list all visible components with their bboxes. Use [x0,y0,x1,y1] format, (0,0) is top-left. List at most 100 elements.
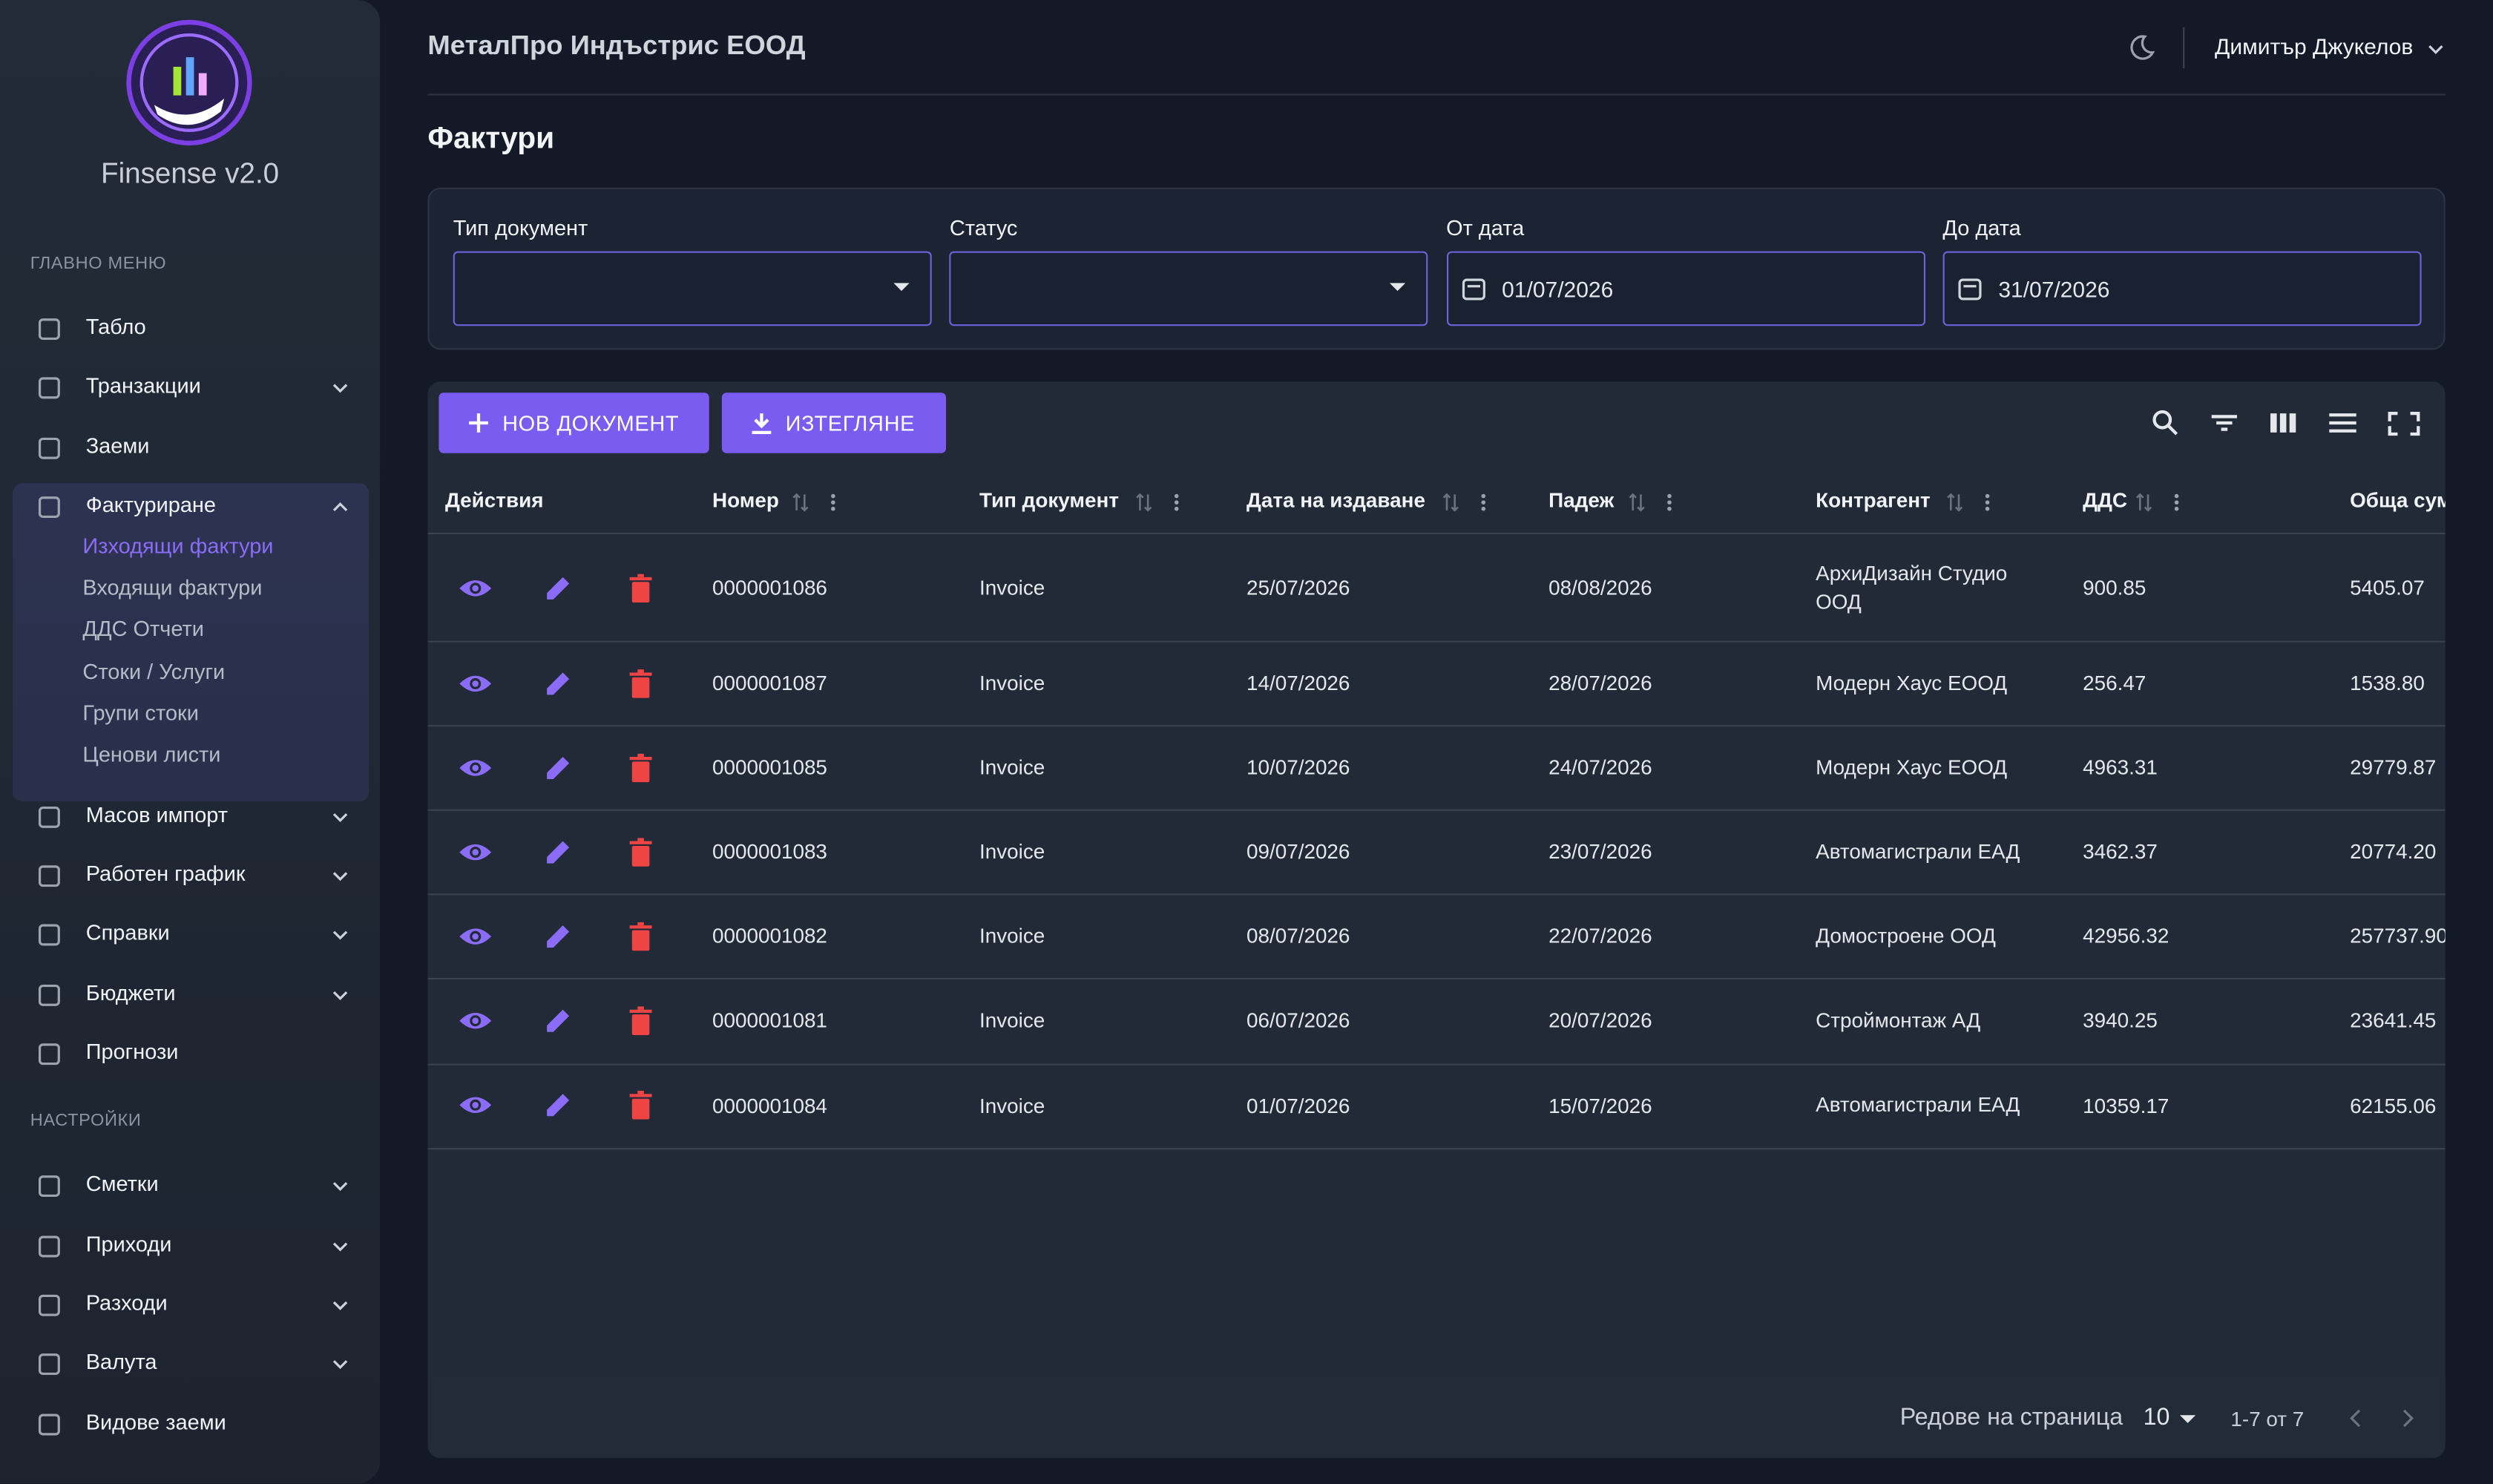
invoice-table: НОВ ДОКУМЕНТ ИЗТЕГЛЯНЕ Действия Номер Тип до… [427,381,2446,1458]
edit-button[interactable] [544,1091,573,1120]
table-cell: Invoice [979,924,1045,948]
table-cell: 0000001085 [712,755,827,780]
chevron [332,1301,348,1310]
table-cell: Модерн Хаус ЕООД [1816,670,2008,695]
delete-button[interactable] [629,922,652,951]
table-cell: Invoice [979,1008,1045,1033]
edit-button[interactable] [544,1006,573,1035]
column-sort[interactable] [792,491,846,513]
menu-item[interactable]: Работен график [85,861,246,886]
view-button[interactable] [458,1092,493,1117]
menu-item[interactable]: Справки [85,921,170,945]
table-tools[interactable] [2151,409,2421,438]
chevron [332,1241,348,1251]
delete-button[interactable] [629,1091,652,1120]
filter-select[interactable] [453,251,932,326]
column-header[interactable]: Падеж [1548,487,1615,512]
table-cell: Модерн Хаус ЕООД [1816,755,2008,779]
dropdown-arrow[interactable] [2179,1415,2196,1425]
column-header[interactable]: Тип документ [979,487,1120,512]
chevron [332,384,348,394]
table-cell: Строймонтаж АД [1816,1008,1981,1032]
filter-date[interactable]: 31/07/2026 [1942,251,2422,326]
delete-button[interactable] [629,1006,652,1035]
table-cell: 62155.06 [2350,1093,2437,1117]
chevron [2428,45,2443,54]
view-button[interactable] [458,1008,493,1033]
table-cell: Автомагистрали ЕАД [1816,1092,2020,1117]
column-header[interactable]: Дата на издаване [1246,487,1426,512]
table-cell: 08/07/2026 [1246,924,1350,948]
view-button[interactable] [458,575,493,600]
menu-icon [38,1043,60,1066]
delete-button[interactable] [629,752,652,782]
menu-item[interactable]: Фактуриране [85,493,216,517]
table-cell: 23641.45 [2350,1008,2437,1033]
menu-item[interactable]: Транзакции [85,374,201,398]
column-header[interactable]: Номер [712,487,779,512]
edit-button[interactable] [544,838,573,867]
column-header[interactable]: Контрагент [1816,487,1931,512]
column-header[interactable]: ДДС [2083,487,2127,512]
menu-item[interactable]: Масов импорт [85,802,229,827]
menu-icon [38,1175,60,1198]
edit-button[interactable] [544,669,573,697]
menu-item[interactable]: Валута [85,1350,157,1374]
table-cell: 29779.87 [2350,755,2437,780]
filter-date[interactable]: 01/07/2026 [1446,251,1925,326]
menu-item[interactable]: Заеми [85,433,150,458]
submenu-item[interactable]: ДДС Отчети [82,617,204,642]
row-divider [427,978,2446,980]
user-menu[interactable]: Димитър Джукелов [2215,33,2414,59]
menu-item[interactable]: Прогнози [85,1040,179,1064]
table-cell: 14/07/2026 [1246,671,1350,695]
view-button[interactable] [458,755,493,780]
submenu-item[interactable]: Ценови листи [82,742,221,766]
submenu-item[interactable]: Стоки / Услуги [82,659,226,683]
table-cell: Invoice [979,671,1045,695]
menu-item[interactable]: Приходи [85,1231,172,1255]
table-cell: 25/07/2026 [1246,575,1350,600]
delete-button[interactable] [629,837,652,867]
table-cell: 257737.90 [2350,924,2446,948]
edit-button[interactable] [544,574,573,603]
menu-item[interactable]: Табло [85,315,146,339]
delete-button[interactable] [629,669,652,697]
view-button[interactable] [458,839,493,864]
submenu-item[interactable]: Изходящи фактури [82,534,274,559]
button-label: НОВ ДОКУМЕНТ [502,410,680,436]
view-button[interactable] [458,670,493,695]
next-page[interactable] [2400,1409,2415,1428]
menu-item[interactable]: Бюджети [85,980,176,1005]
column-sort[interactable] [1628,491,1682,513]
menu-icon [38,1413,60,1435]
rows-per-page[interactable]: 10 [2143,1404,2170,1431]
submenu-item[interactable]: Групи стоки [82,700,199,725]
menu-item[interactable]: Сметки [85,1172,159,1197]
submenu-item[interactable]: Входящи фактури [82,576,263,600]
column-sort[interactable] [1135,491,1189,513]
button[interactable]: ИЗТЕГЛЯНЕ [721,393,946,453]
filter-panel: Тип документ Статус От дата 01/07/2026 До да… [427,187,2446,350]
menu-item[interactable]: Видове заеми [85,1409,226,1434]
column-sort[interactable] [2135,491,2190,513]
edit-button[interactable] [544,753,573,782]
table-cell: 3462.37 [2083,839,2158,864]
column-sort[interactable] [1946,491,2000,513]
pagination-range: 1-7 от 7 [2230,1407,2305,1431]
theme-toggle[interactable] [2127,33,2156,62]
column-sort[interactable] [1442,491,1497,513]
column-header[interactable]: Обща сума [2350,487,2446,512]
button[interactable]: НОВ ДОКУМЕНТ [439,393,709,453]
view-button[interactable] [458,924,493,949]
prev-page[interactable] [2348,1409,2364,1428]
edit-button[interactable] [544,922,573,951]
dropdown-arrow [1390,283,1406,292]
table-cell: АрхиДизайн Студио ООД [1816,560,2008,614]
menu-icon [38,925,60,947]
button-icon [469,413,488,433]
menu-item[interactable]: Разходи [85,1290,168,1315]
delete-button[interactable] [629,573,652,603]
filter-select[interactable] [949,251,1428,326]
date-value: 31/07/2026 [1998,276,2110,303]
